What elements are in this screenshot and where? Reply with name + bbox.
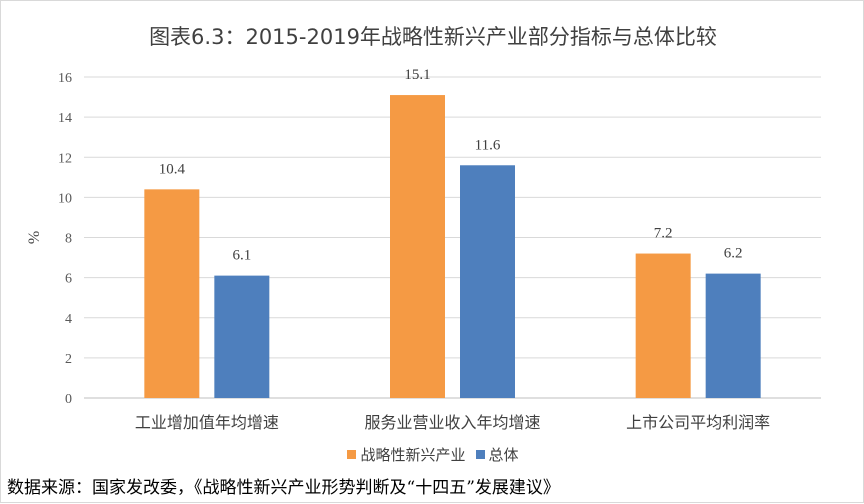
y-axis-label: % <box>26 231 43 244</box>
y-tick-label: 12 <box>58 151 72 166</box>
legend-label: 战略性新兴产业 <box>360 446 466 464</box>
category-label: 服务业营业收入年均增速 <box>364 413 540 432</box>
category-label: 工业增加值年均增速 <box>135 413 279 432</box>
category-label: 上市公司平均利润率 <box>626 413 770 432</box>
data-label: 7.2 <box>654 226 673 242</box>
bar <box>214 275 270 398</box>
y-tick-label: 14 <box>58 111 72 126</box>
y-tick-label: 8 <box>65 232 72 247</box>
bar <box>390 95 445 399</box>
data-label: 15.1 <box>404 67 430 83</box>
data-label: 6.1 <box>232 248 251 264</box>
legend-item: 战略性新兴产业 <box>347 444 466 465</box>
y-tick-label: 2 <box>65 352 72 367</box>
y-tick-label: 6 <box>65 272 72 287</box>
legend-label: 总体 <box>488 446 519 464</box>
source-note: 数据来源：国家发改委，《战略性新兴产业形势判断及“十四五”发展建议》 <box>7 478 560 498</box>
y-tick-label: 16 <box>58 71 72 86</box>
y-tick-label: 10 <box>58 191 72 206</box>
data-label: 10.4 <box>159 161 186 177</box>
legend-swatch <box>475 450 485 459</box>
chart-legend: 战略性新兴产业 总体 <box>1 444 864 465</box>
chart-title: 图表6.3：2015-2019年战略性新兴产业部分指标与总体比较 <box>149 25 717 49</box>
bar <box>460 165 515 398</box>
y-tick-label: 4 <box>65 312 72 327</box>
bar <box>635 253 691 398</box>
data-label: 6.2 <box>724 246 743 262</box>
legend-swatch <box>347 450 357 459</box>
y-tick-label: 0 <box>65 392 72 407</box>
data-label: 11.6 <box>475 137 501 153</box>
bar <box>705 273 761 398</box>
legend-item: 总体 <box>475 444 519 465</box>
bar <box>144 189 200 398</box>
